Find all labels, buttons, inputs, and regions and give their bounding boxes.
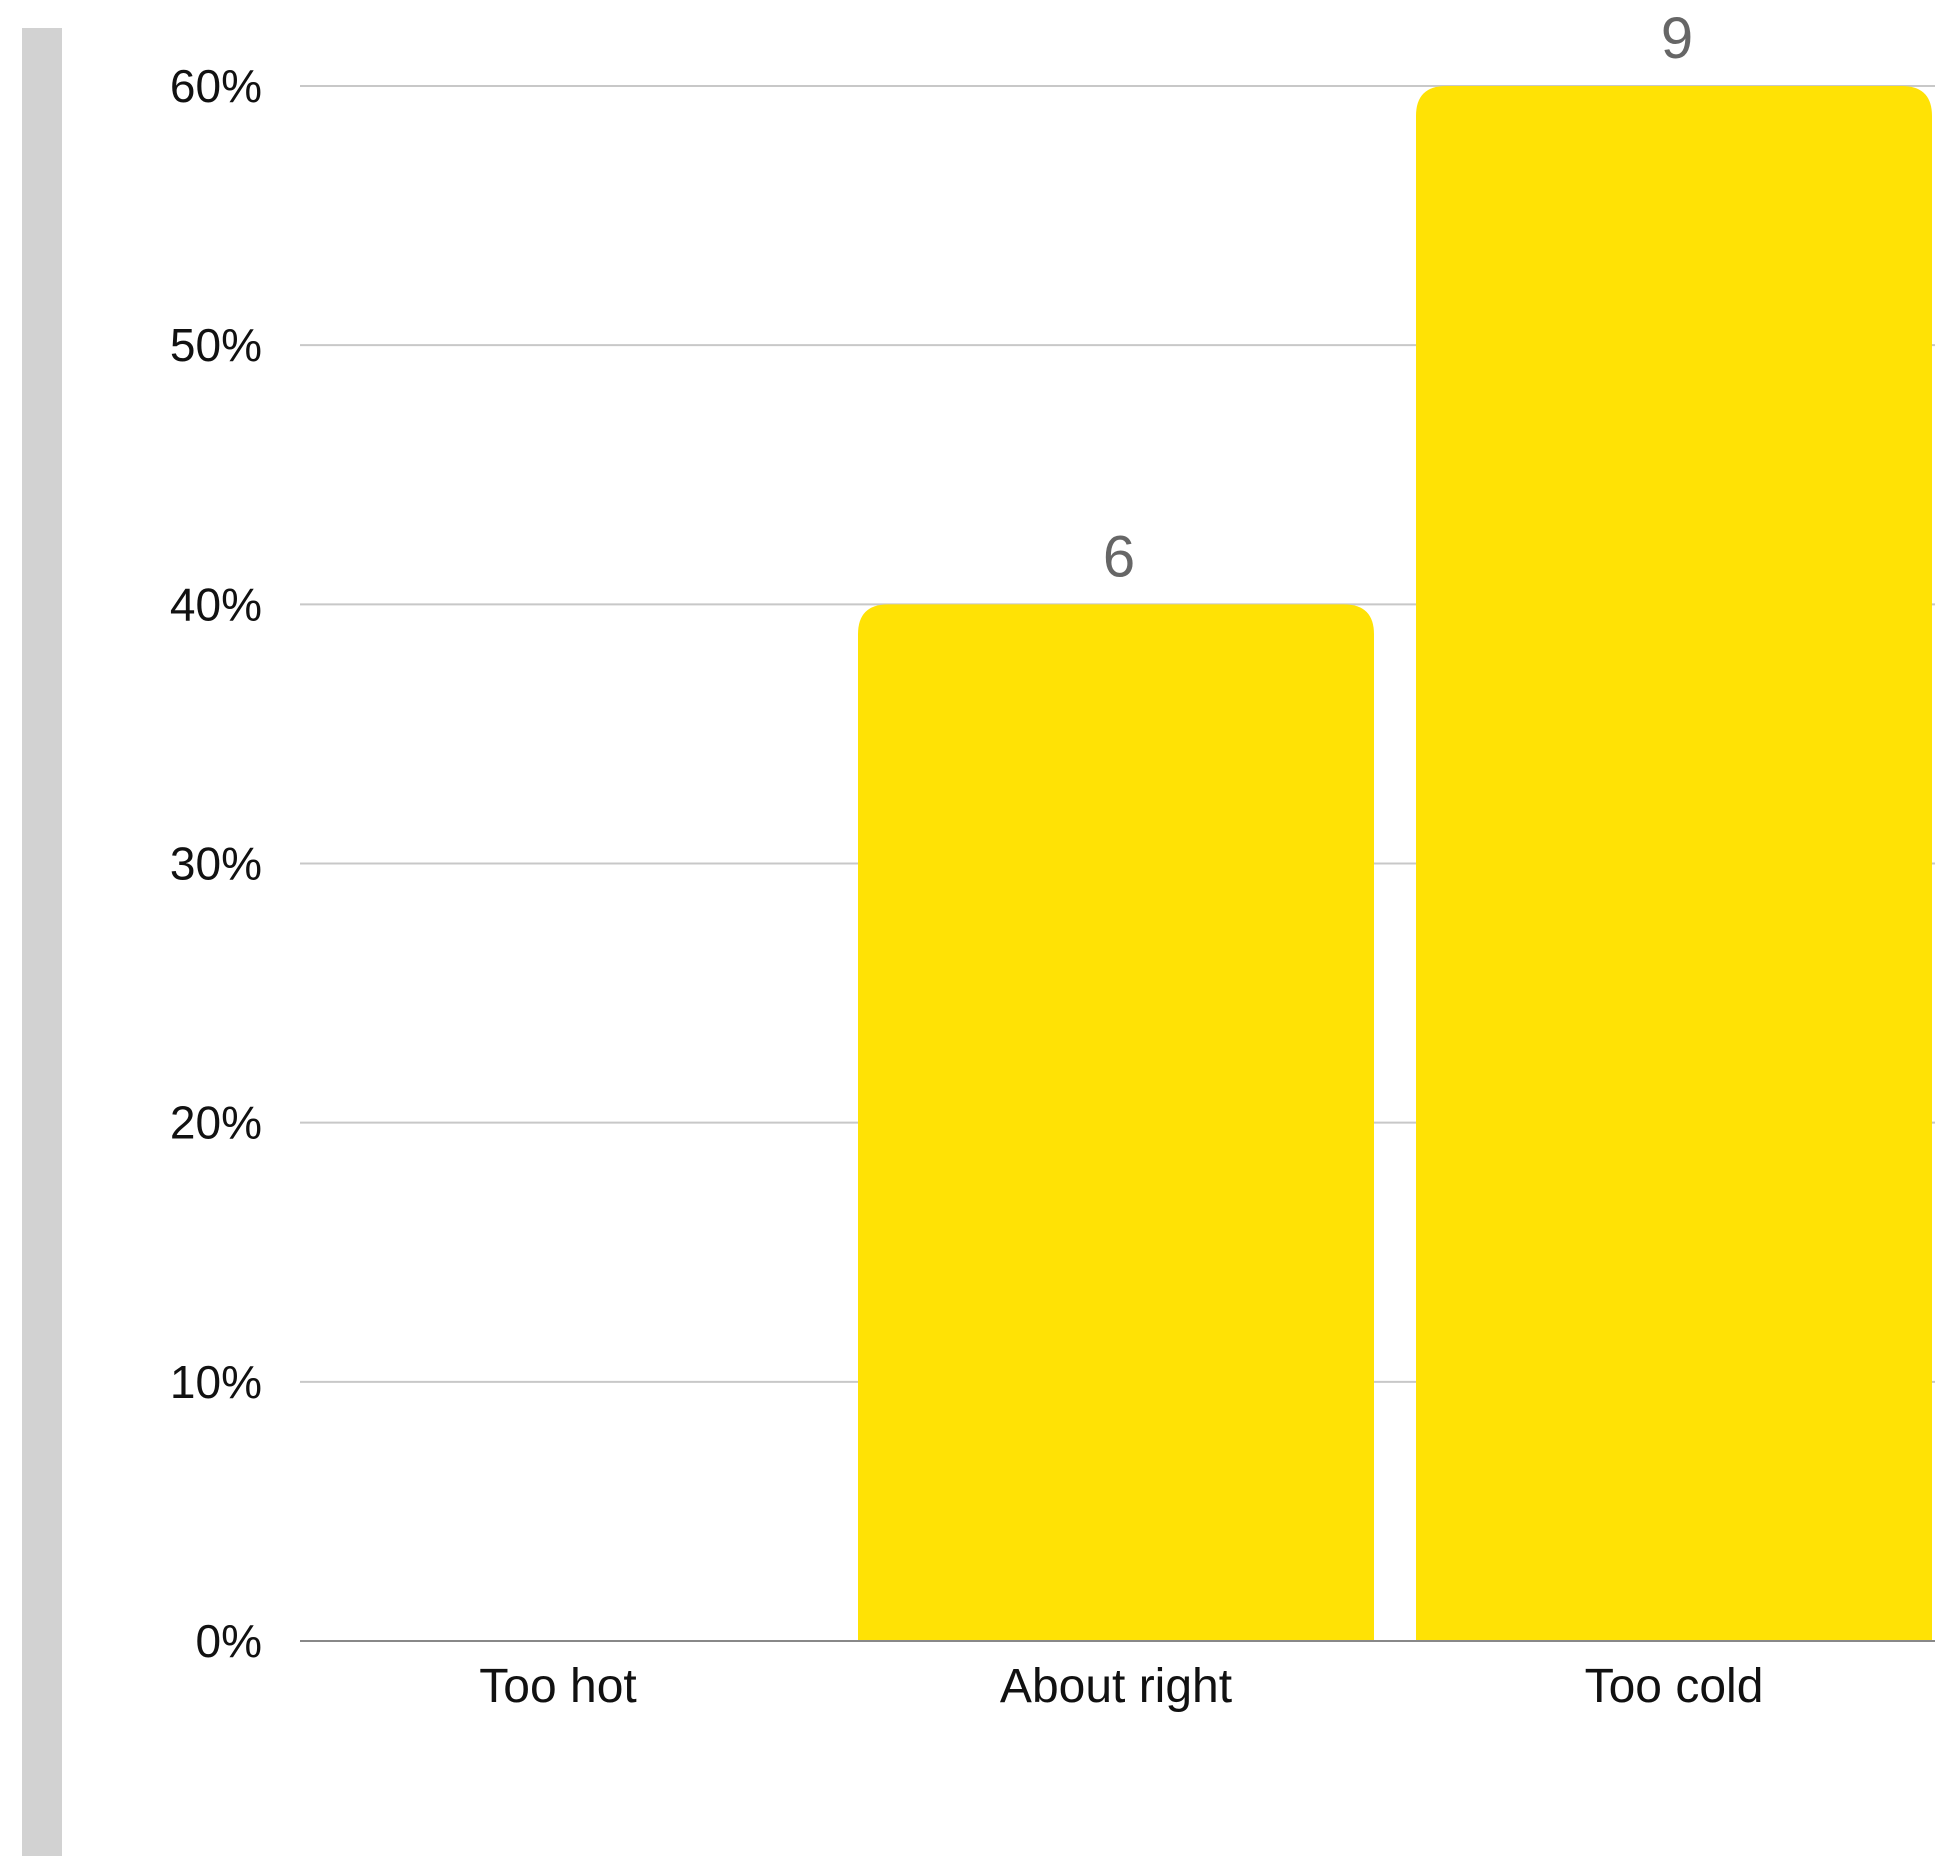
y-axis-ticks: 0% 10% 20% 30% 40% 50% 60%	[170, 60, 262, 1667]
x-category-label: About right	[1000, 1660, 1232, 1713]
data-label: 9	[1661, 6, 1693, 71]
bars	[858, 86, 1932, 1642]
y-tick-label: 50%	[170, 319, 262, 371]
data-labels: 69	[1103, 6, 1693, 589]
x-axis-categories: Too hot About right Too cold	[479, 1660, 1763, 1713]
bar-too-cold	[1416, 86, 1932, 1641]
left-accent-bar	[22, 28, 62, 1856]
y-tick-label: 20%	[170, 1097, 262, 1149]
y-tick-label: 30%	[170, 838, 262, 890]
y-tick-label: 40%	[170, 578, 262, 630]
x-category-label: Too hot	[479, 1660, 636, 1713]
y-tick-label: 0%	[196, 1615, 262, 1667]
data-label: 6	[1103, 524, 1135, 589]
y-tick-label: 60%	[170, 60, 262, 112]
x-category-label: Too cold	[1585, 1660, 1764, 1713]
bar-about-right	[858, 604, 1374, 1642]
y-tick-label: 10%	[170, 1356, 262, 1408]
